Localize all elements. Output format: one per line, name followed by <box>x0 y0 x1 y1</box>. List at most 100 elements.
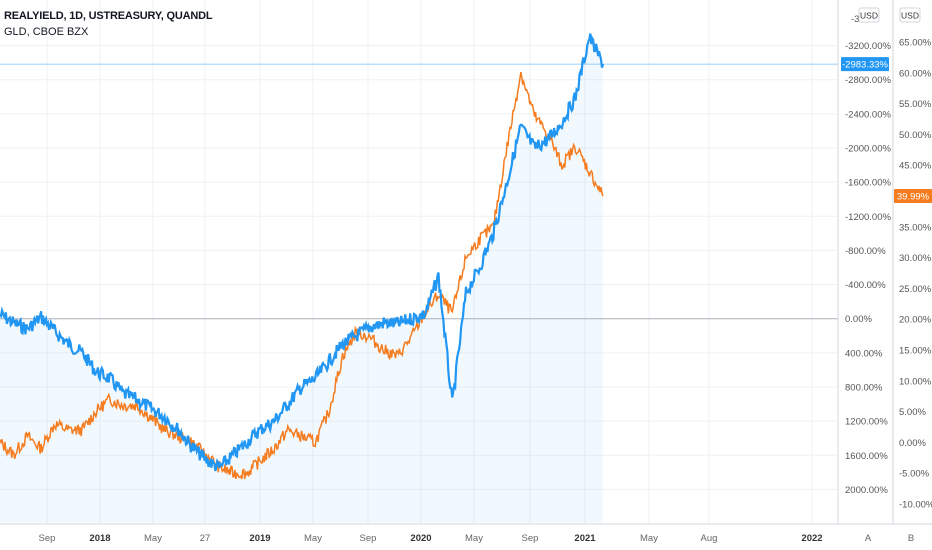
data-point-realyield <box>163 416 165 418</box>
right-axis-tick-label: 20.00% <box>899 315 932 326</box>
data-point-gld <box>355 330 357 332</box>
right-axis-tick-label: 35.00% <box>899 222 932 233</box>
data-point-realyield <box>547 138 549 140</box>
last-value-badge-realyield <box>841 57 889 72</box>
data-point-gld <box>54 423 56 425</box>
data-point-gld <box>81 429 83 431</box>
right-axis-tick-label: 65.00% <box>899 38 932 49</box>
left-axis-tick-label: 400.00% <box>845 348 883 359</box>
left-axis-tick-label: -2800.00% <box>845 75 892 86</box>
data-point-gld <box>451 312 453 314</box>
data-point-realyield <box>108 377 110 379</box>
data-point-realyield <box>437 275 439 277</box>
data-point-gld <box>273 447 275 449</box>
data-point-gld <box>163 429 165 431</box>
data-point-realyield <box>122 393 124 395</box>
data-point-realyield <box>81 352 83 354</box>
data-point-gld <box>506 146 508 148</box>
data-point-gld <box>561 164 563 166</box>
data-point-realyield <box>245 441 247 443</box>
x-tick-label: 27 <box>200 533 211 544</box>
left-axis-tick-label: -400.00% <box>845 280 886 291</box>
data-point-gld <box>314 441 316 443</box>
data-point-realyield <box>478 266 480 268</box>
currency-button-label: USD <box>901 11 919 21</box>
x-tick-label: May <box>304 533 322 544</box>
data-point-gld <box>588 170 590 172</box>
data-point-realyield <box>506 181 508 183</box>
last-value-label-gld: 39.99% <box>897 192 930 203</box>
currency-button[interactable] <box>858 7 880 23</box>
data-point-realyield <box>410 318 412 320</box>
data-point-gld <box>602 195 604 197</box>
data-point-realyield <box>602 63 604 65</box>
right-axis-tick-label: 45.00% <box>899 161 932 172</box>
last-value-label-realyield: -2983.33% <box>842 60 889 71</box>
data-point-gld <box>67 429 69 431</box>
data-point-realyield <box>67 343 69 345</box>
series-line-realyield[interactable] <box>0 33 605 472</box>
right-axis-tick-label: 5.00% <box>899 407 926 418</box>
data-point-gld <box>259 460 261 462</box>
data-point-gld <box>150 417 152 419</box>
x-tick-label: Sep <box>39 533 56 544</box>
series-area-realyield <box>0 33 603 523</box>
right-axis-tick-label: -5.00% <box>899 469 930 480</box>
data-point-gld <box>465 256 467 258</box>
data-point-realyield <box>232 454 234 456</box>
right-axis-tick-label: 50.00% <box>899 130 932 141</box>
x-tick-label: 2022 <box>801 533 822 544</box>
data-point-realyield <box>520 125 522 127</box>
legend-series-1[interactable]: REALYIELD, 1D, USTREASURY, QUANDL <box>4 10 213 22</box>
data-point-realyield <box>561 121 563 123</box>
left-axis-tick-label: 1600.00% <box>845 451 888 462</box>
data-point-gld <box>300 435 302 437</box>
data-point-realyield <box>396 323 398 325</box>
scale-button-b: B <box>908 533 914 544</box>
data-point-realyield <box>150 407 152 409</box>
data-point-gld <box>424 312 426 314</box>
data-point-realyield <box>328 360 330 362</box>
data-point-realyield <box>451 403 453 405</box>
data-point-gld <box>287 429 289 431</box>
data-point-gld <box>341 355 343 357</box>
data-point-realyield <box>273 420 275 422</box>
data-point-gld <box>328 410 330 412</box>
left-axis-tick-label: -2000.00% <box>845 144 892 155</box>
data-point-gld <box>26 435 28 437</box>
legend-series-2[interactable]: GLD, CBOE BZX <box>4 26 89 38</box>
data-point-realyield <box>383 322 385 324</box>
currency-button[interactable] <box>899 7 921 23</box>
data-point-realyield <box>54 330 56 332</box>
data-point-gld <box>122 404 124 406</box>
data-point-realyield <box>191 446 193 448</box>
data-point-gld <box>108 398 110 400</box>
right-axis-tick-label: 15.00% <box>899 346 932 357</box>
left-axis-tick-label: -3200.00% <box>845 41 892 52</box>
data-point-gld <box>191 441 193 443</box>
data-point-realyield <box>259 428 261 430</box>
data-point-gld <box>478 238 480 240</box>
data-point-realyield <box>574 96 576 98</box>
legend: REALYIELD, 1D, USTREASURY, QUANDL GLD, C… <box>4 8 213 40</box>
right-axis-tick-label: 25.00% <box>899 284 932 295</box>
data-point-gld <box>533 115 535 117</box>
x-tick-label: 2019 <box>249 533 270 544</box>
data-point-gld <box>437 293 439 295</box>
data-point-gld <box>396 355 398 357</box>
data-point-realyield <box>95 370 97 372</box>
data-point-gld <box>95 410 97 412</box>
data-point-realyield <box>533 147 535 149</box>
data-point-gld <box>177 435 179 437</box>
x-tick-label: May <box>465 533 483 544</box>
left-axis-tick-label: 800.00% <box>845 382 883 393</box>
data-point-realyield <box>355 335 357 337</box>
last-value-badge-gld <box>894 189 932 204</box>
data-point-gld <box>218 466 220 468</box>
data-point-realyield <box>588 36 590 38</box>
series-line-gld[interactable] <box>0 71 604 480</box>
right-axis-tick-label: 10.00% <box>899 376 932 387</box>
data-point-gld <box>204 454 206 456</box>
